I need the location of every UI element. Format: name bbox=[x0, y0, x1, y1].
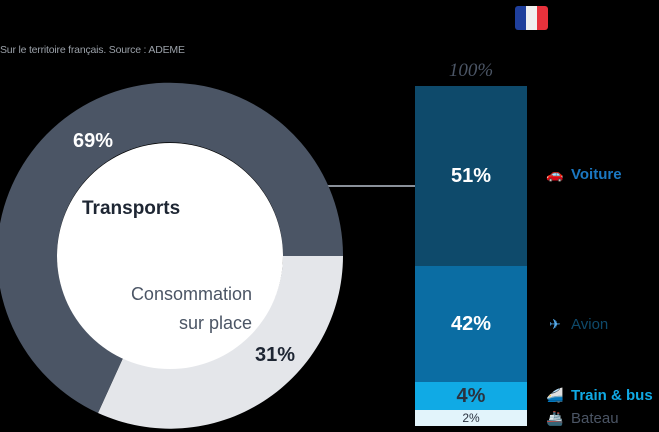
bar-segment-train-bus: 4% bbox=[415, 382, 527, 410]
slice-transports bbox=[0, 82, 343, 413]
legend-label: Train & bus bbox=[571, 387, 653, 404]
car-icon: 🚗 bbox=[546, 166, 564, 182]
airplane-icon: ✈ bbox=[549, 316, 561, 332]
bar-segment-voiture: 51% bbox=[415, 86, 527, 266]
transports-label: Transports bbox=[82, 198, 180, 219]
consommation-label-line1: Consommation bbox=[131, 284, 252, 304]
bar-segment-avion: 42% bbox=[415, 266, 527, 382]
legend-label: Avion bbox=[571, 316, 609, 333]
transports-percent: 69% bbox=[73, 130, 113, 152]
legend-label: Bateau bbox=[571, 410, 619, 427]
bar-total-label: 100% bbox=[448, 60, 494, 81]
chart-subtitle: Sur le territoire français. Source : ADE… bbox=[0, 44, 185, 56]
legend-voiture: 🚗 Voiture bbox=[545, 166, 622, 183]
stacked-bar: 51% 42% 4% 2% bbox=[415, 86, 527, 426]
ship-icon: 🚢 bbox=[546, 410, 564, 426]
legend-bateau: 🚢 Bateau bbox=[545, 410, 619, 427]
bar-segment-bateau: 2% bbox=[415, 410, 527, 426]
legend-avion: ✈ Avion bbox=[545, 316, 608, 333]
france-flag-icon bbox=[515, 6, 548, 30]
consommation-label-line2: sur place bbox=[179, 313, 252, 333]
consommation-percent: 31% bbox=[255, 344, 295, 366]
train-icon: 🚄 bbox=[546, 387, 564, 403]
legend-label: Voiture bbox=[571, 166, 622, 183]
slice-consommation bbox=[98, 256, 343, 429]
legend-train-bus: 🚄 Train & bus bbox=[545, 387, 653, 404]
